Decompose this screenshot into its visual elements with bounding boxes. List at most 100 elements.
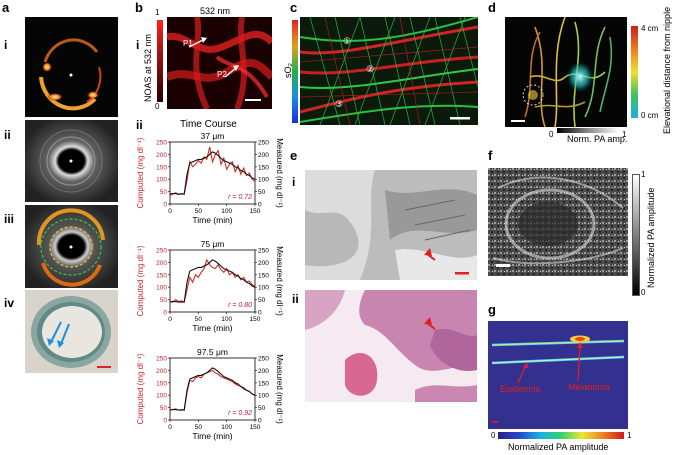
epidermis-label: Epidermis <box>500 384 541 394</box>
chart-title: 75 μm <box>201 239 225 249</box>
series-measured-line <box>169 367 256 411</box>
panel-a-i-label: i <box>4 38 8 52</box>
panel-a-iv-label: iv <box>4 296 15 310</box>
melanoma-cb-max: 1 <box>627 431 632 440</box>
x-tick-label: 0 <box>168 316 172 323</box>
panel-b-label: b <box>135 0 143 15</box>
pa-cb-label: Normalized PA amplitude <box>646 187 656 288</box>
y-tick-label-left: 250 <box>156 248 167 255</box>
y-tick-label-right: 100 <box>258 177 269 184</box>
series-measured-line <box>169 259 256 303</box>
y-tick-label-left: 0 <box>163 202 167 209</box>
panel-e-i-label: i <box>292 175 296 189</box>
x-tick-label: 150 <box>250 208 261 215</box>
noas-cb-min: 0 <box>155 102 160 111</box>
y-tick-label-left: 50 <box>160 297 168 304</box>
panel-g-label: g <box>488 302 496 317</box>
x-tick-label: 0 <box>168 208 172 215</box>
uv-pam-image <box>305 170 477 280</box>
panel-e-ii-label: ii <box>292 292 299 306</box>
noas-cb-max: 1 <box>155 8 160 17</box>
noas-image <box>167 17 272 109</box>
panel-a-iii-label: iii <box>4 212 15 226</box>
y-tick-label-left: 150 <box>156 380 167 387</box>
elevation-cb-top: 4 cm <box>641 24 659 33</box>
x-axis-label: Time (min) <box>192 431 232 441</box>
elevation-cb-bottom: 0 cm <box>641 111 659 120</box>
y-tick-label-left: 0 <box>163 310 167 317</box>
time-course-label: Time Course <box>180 119 237 130</box>
y-tick-label-left: 250 <box>156 356 167 363</box>
correlation-annotation: r = 0.80 <box>228 302 252 309</box>
y-tick-label-left: 150 <box>156 164 167 171</box>
y-tick-label-left: 200 <box>156 260 167 267</box>
y-tick-label-left: 150 <box>156 272 167 279</box>
x-tick-label: 50 <box>195 208 203 215</box>
so2-label: sO₂ <box>283 63 293 78</box>
series-computed-line <box>169 369 256 411</box>
he-histology-image <box>305 290 477 402</box>
ivus-image <box>25 120 118 202</box>
x-tick-label: 150 <box>250 424 261 431</box>
y-tick-label-left: 200 <box>156 152 167 159</box>
y-tick-label-right: 150 <box>258 380 269 387</box>
so2-colorbar <box>292 20 298 123</box>
x-tick-label: 150 <box>250 316 261 323</box>
y-tick-label-right: 0 <box>258 418 262 425</box>
y-tick-label-left: 100 <box>156 393 167 400</box>
y-tick-label-left: 50 <box>160 189 168 196</box>
chart-title: 97.5 μm <box>197 347 228 357</box>
pa-cb-min: 0 <box>641 288 646 297</box>
panel-b-i-label: i <box>136 38 140 52</box>
x-tick-label: 0 <box>168 424 172 431</box>
chart-frame <box>169 249 256 313</box>
pa-cb-max: 1 <box>641 170 646 179</box>
pa-amplitude-colorbar <box>632 174 640 296</box>
panel-c-label: c <box>290 0 298 15</box>
melanoma-colorbar <box>498 432 624 439</box>
y-tick-label-right: 0 <box>258 310 262 317</box>
y-tick-label-left: 100 <box>156 285 167 292</box>
panel-e-label: e <box>290 148 298 163</box>
melanoma-cb-label: Normalized PA amplitude <box>508 442 609 452</box>
vessel-marker-2: ② <box>366 64 375 74</box>
y-tick-label-right: 250 <box>258 356 269 363</box>
vessel-marker-3: ③ <box>335 99 344 109</box>
y-tick-label-right: 50 <box>258 297 266 304</box>
x-axis-label: Time (min) <box>192 323 232 333</box>
pa-amp-bar <box>557 128 619 133</box>
melanoma-cb-min: 0 <box>491 431 496 440</box>
pa-amp-label: Norm. PA amp. <box>567 134 628 144</box>
p2-label: P2 <box>217 70 227 79</box>
series-measured-line <box>169 151 256 195</box>
chart-frame <box>169 357 256 421</box>
y-tick-label-right: 250 <box>258 248 269 255</box>
elevation-cb-label: Elevational distance from nipple <box>662 6 672 134</box>
y-tick-label-right: 50 <box>258 189 266 196</box>
melanoma-label: Melanoma <box>568 382 611 392</box>
y-tick-label-right: 250 <box>258 140 269 147</box>
ivpa-image <box>25 17 118 117</box>
y-tick-label-left: 0 <box>163 418 167 425</box>
x-tick-label: 100 <box>221 424 232 431</box>
y-tick-label-right: 50 <box>258 405 266 412</box>
chart-title: 37 μm <box>201 131 225 141</box>
y-axis-label-left: Computed (mg dl⁻¹) <box>136 353 145 424</box>
y-tick-label-right: 150 <box>258 164 269 171</box>
y-tick-label-right: 200 <box>258 260 269 267</box>
panel-a-ii-label: ii <box>4 128 11 142</box>
so2-vessel-image <box>300 17 478 125</box>
x-tick-label: 50 <box>195 424 203 431</box>
y-tick-label-right: 200 <box>258 152 269 159</box>
y-tick-label-right: 0 <box>258 202 262 209</box>
y-tick-label-right: 200 <box>258 368 269 375</box>
panel-b-ii-label: ii <box>136 118 143 132</box>
y-axis-label-right: Measured (mg dl⁻¹) <box>275 354 284 424</box>
y-tick-label-left: 250 <box>156 140 167 147</box>
overlay-image <box>25 205 118 288</box>
noas-colorbar <box>157 20 163 102</box>
panel-f-label: f <box>488 148 493 163</box>
chart-frame <box>169 141 256 205</box>
pa-histology-image <box>488 168 628 276</box>
